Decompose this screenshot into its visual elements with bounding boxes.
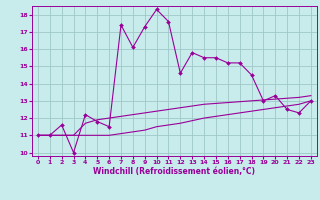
X-axis label: Windchill (Refroidissement éolien,°C): Windchill (Refroidissement éolien,°C) — [93, 167, 255, 176]
